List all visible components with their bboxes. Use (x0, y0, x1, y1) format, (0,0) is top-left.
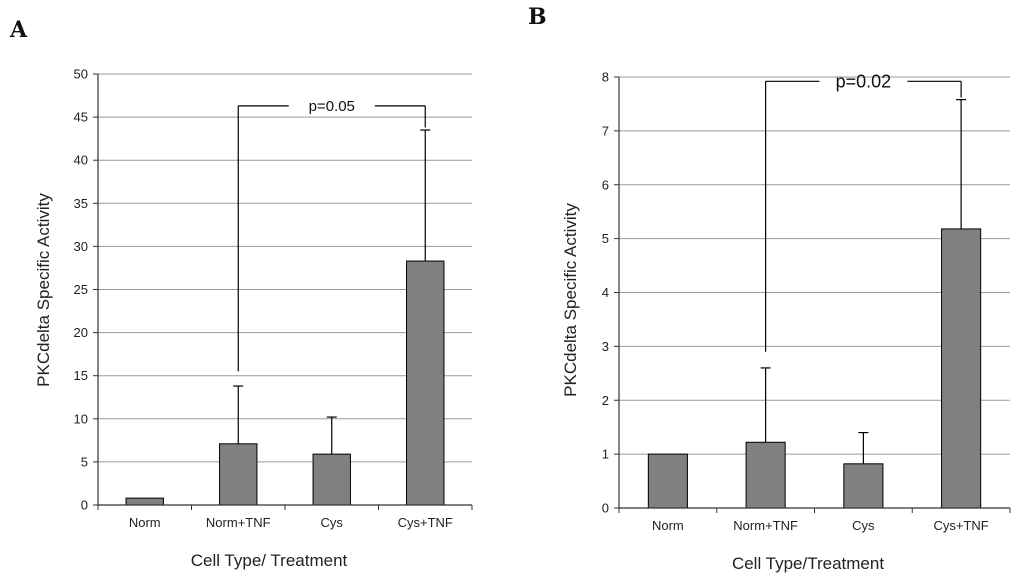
y-tick-label: 10 (74, 411, 88, 426)
panel-b-y-axis-title: PKCdelta Specific Activity (561, 203, 580, 397)
bar-norm (125, 497, 164, 506)
y-tick-label: 5 (602, 231, 609, 246)
panel-a-bars (125, 260, 445, 506)
panel-b-x-axis-title: Cell Type/Treatment (732, 554, 884, 573)
panel-b-x-tick-labels: Norm Norm+TNF Cys Cys+TNF (652, 518, 989, 533)
y-tick-label: 15 (74, 368, 88, 383)
panel-a: A p=0.05 0 5 10 15 20 25 30 35 40 45 50 Norm Norm+T… (9, 17, 473, 570)
y-tick-label: 7 (602, 123, 609, 138)
bar-cys (312, 453, 351, 506)
y-tick-label: 40 (74, 153, 88, 168)
panel-a-gridlines (98, 73, 472, 463)
panel-b-axes (614, 76, 1011, 513)
y-tick-label: 0 (602, 501, 609, 516)
y-tick-label: 2 (602, 393, 609, 408)
y-tick-label: 35 (74, 196, 88, 211)
panel-a-x-tick-labels: Norm Norm+TNF Cys Cys+TNF (129, 515, 453, 530)
panel-a-error-bars (233, 129, 431, 455)
y-tick-label: 50 (74, 67, 88, 82)
x-tick-label: Norm (652, 518, 684, 533)
y-tick-label: 30 (74, 239, 88, 254)
y-tick-label: 8 (602, 70, 609, 85)
y-tick-label: 5 (81, 454, 88, 469)
y-tick-label: 6 (602, 177, 609, 192)
x-tick-label: Cys+TNF (934, 518, 989, 533)
p-value-label: p=0.02 (836, 72, 892, 92)
y-tick-label: 0 (81, 498, 88, 513)
panel-a-axes (93, 73, 473, 510)
x-tick-label: Norm+TNF (206, 515, 271, 530)
panel-a-y-tick-labels: 0 5 10 15 20 25 30 35 40 45 50 (74, 67, 88, 513)
panel-b-error-bars (760, 99, 967, 464)
panel-b-y-tick-labels: 0 1 2 3 4 5 6 7 8 (602, 70, 609, 516)
panel-a-x-axis-title: Cell Type/ Treatment (191, 551, 348, 570)
y-tick-label: 3 (602, 339, 609, 354)
x-tick-label: Cys (852, 518, 875, 533)
y-tick-label: 20 (74, 325, 88, 340)
panel-a-y-axis-title: PKCdelta Specific Activity (34, 193, 53, 387)
y-tick-label: 25 (74, 282, 88, 297)
x-tick-label: Norm+TNF (733, 518, 798, 533)
y-tick-label: 1 (602, 447, 609, 462)
bar-cys-plus-tnf (941, 228, 982, 509)
panel-b: B p=0.02 0 1 2 3 4 5 6 7 8 Norm Norm+TNF Cys Cys+TN… (528, 4, 1011, 573)
bar-cys-plus-tnf (406, 260, 445, 506)
panel-b-significance-bracket: p=0.02 (765, 72, 962, 352)
bar-norm-plus-tnf (219, 443, 258, 506)
y-tick-label: 45 (74, 110, 88, 125)
y-tick-label: 4 (602, 285, 609, 300)
x-tick-label: Cys+TNF (398, 515, 453, 530)
panel-b-bars (647, 228, 982, 509)
panel-letter-a: A (9, 17, 28, 43)
bar-norm (647, 453, 688, 509)
panel-a-significance-bracket: p=0.05 (237, 98, 426, 372)
panel-letter-b: B (528, 4, 547, 30)
bar-cys (843, 463, 884, 509)
x-tick-label: Cys (321, 515, 344, 530)
p-value-label: p=0.05 (309, 98, 355, 115)
bar-norm-plus-tnf (745, 441, 786, 509)
x-tick-label: Norm (129, 515, 161, 530)
